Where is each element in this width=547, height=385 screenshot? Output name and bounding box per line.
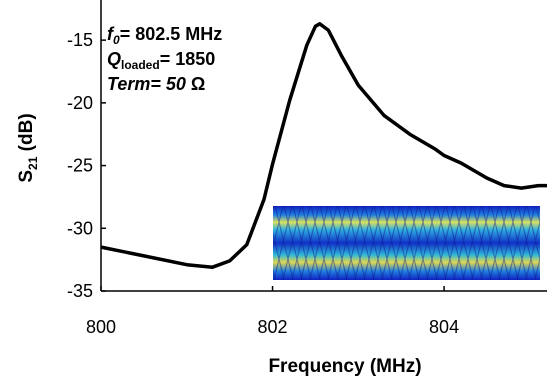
chart: Frequency (MHz) S21 (dB) -15 -20 -25 -30 -35… [0,0,547,385]
x-tick-label: 804 [429,317,459,337]
y-tick-label: -35 [67,281,93,301]
y-tick-label: -25 [67,156,93,176]
y-tick-label: -15 [67,30,93,50]
y-tick-label: -30 [67,218,93,238]
annotation-symbol: Q [107,49,121,69]
annotation-text: Ω [186,74,205,94]
y-axis-label: S21 (dB) [16,113,40,182]
annotation-symbol: Term= 50 [107,74,186,94]
annotation: Term= 50 Ω [107,74,205,94]
annotation: Qloaded= 1850 [107,49,215,72]
x-tick-label: 802 [258,317,288,337]
annotation-subscript: loaded [121,58,160,72]
x-tick-label: 800 [86,317,116,337]
x-axis-label: Frequency (MHz) [268,356,421,377]
annotation-text: = 802.5 MHz [120,24,223,44]
annotation: f0= 802.5 MHz [107,24,222,47]
y-tick-label: -20 [67,93,93,113]
annotation-text: = 1850 [160,49,216,69]
inset-image [273,206,540,280]
